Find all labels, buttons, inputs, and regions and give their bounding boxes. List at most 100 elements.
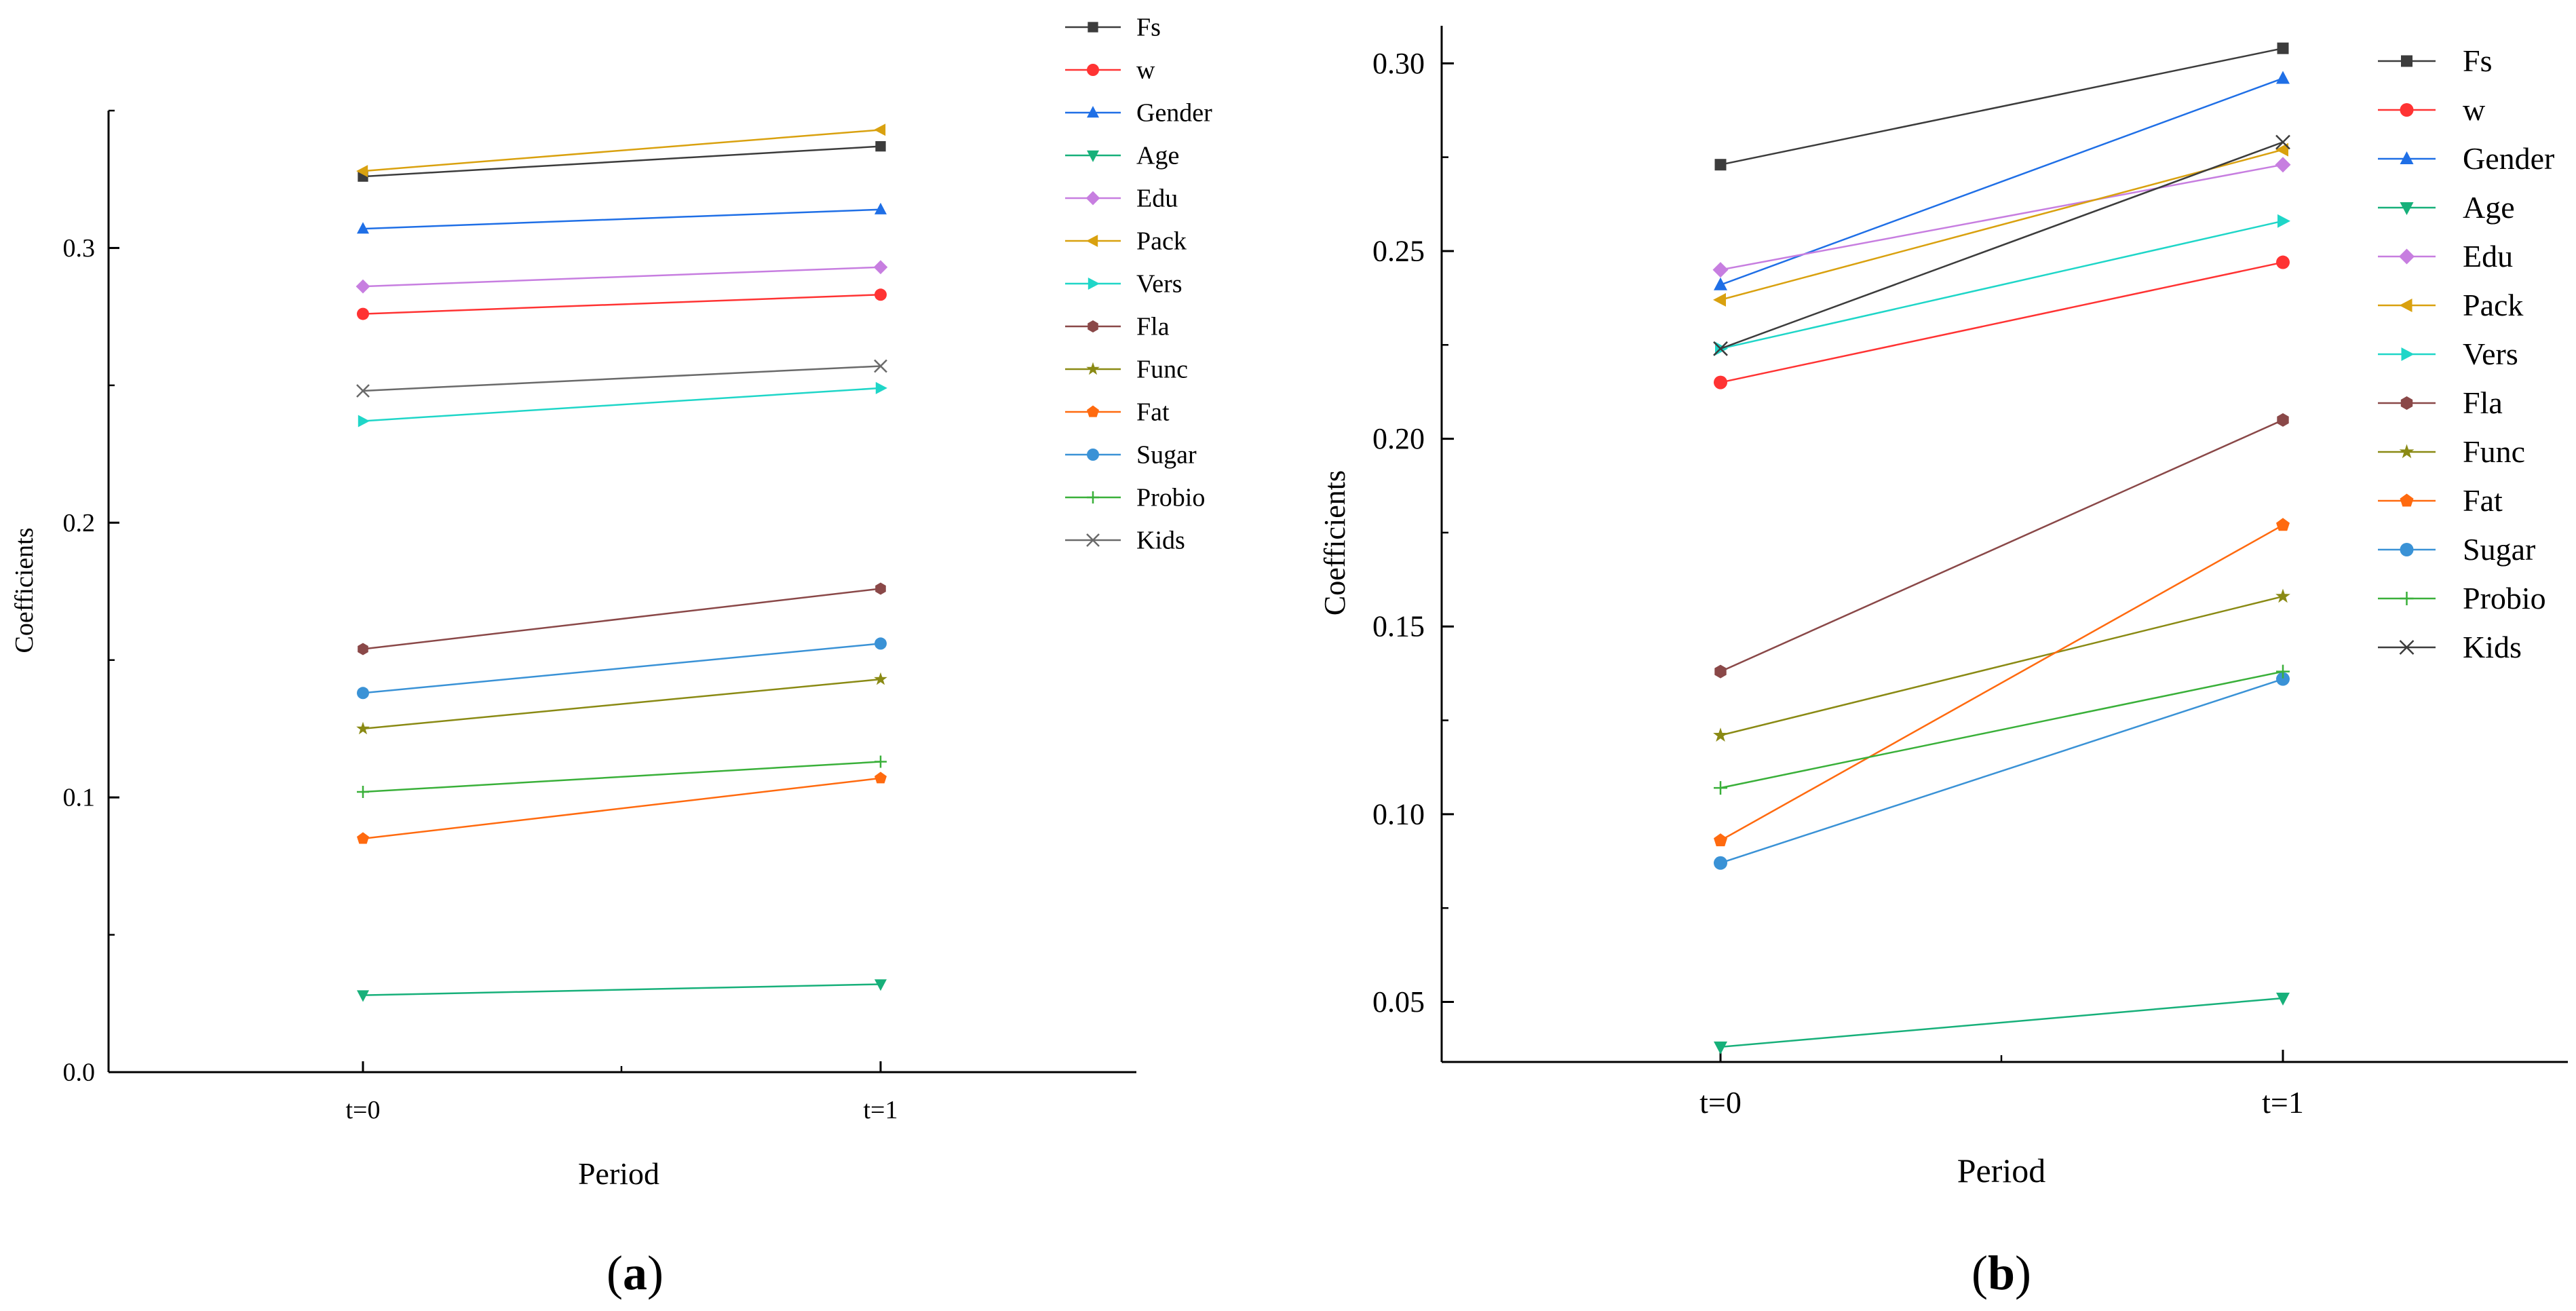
series-b-edu	[1712, 157, 2291, 278]
series-line-probio	[362, 761, 881, 793]
legend-marker-fat	[1087, 405, 1099, 417]
y-tick-label-a: 0.3	[63, 234, 96, 263]
data-point-age-t-0	[1714, 1041, 1727, 1054]
legend-label-vers: Vers	[2463, 337, 2518, 371]
data-point-sugar-t-0	[1714, 856, 1727, 870]
series-b-sugar	[1714, 672, 2290, 870]
series-line-func	[1720, 595, 2284, 736]
series-layer-a	[355, 124, 888, 1002]
data-point-w-t-0	[357, 307, 369, 320]
legend-item-gender: Gender	[2378, 141, 2554, 176]
legend-item-sugar: Sugar	[1065, 441, 1197, 470]
series-layer-b	[1712, 42, 2291, 1054]
legend-label-gender: Gender	[1136, 99, 1212, 128]
y-tick-label-b: 0.20	[1372, 422, 1425, 455]
series-line-edu	[1720, 164, 2284, 271]
legend-item-edu: Edu	[1065, 185, 1178, 213]
data-point-fla-t-0	[358, 643, 368, 656]
legend-marker-age	[2400, 202, 2414, 215]
data-point-probio-t-0	[357, 786, 369, 799]
legend-label-edu: Edu	[2463, 239, 2513, 273]
series-line-w	[1720, 261, 2284, 383]
series-line-gender	[362, 208, 881, 230]
legend-marker-age	[1087, 150, 1099, 162]
series-b-gender	[1714, 71, 2290, 290]
data-point-fs-t-1	[2277, 42, 2289, 54]
legend-item-probio: Probio	[1065, 484, 1205, 512]
series-line-vers	[362, 387, 881, 422]
series-line-probio	[1720, 670, 2284, 789]
series-b-w	[1714, 255, 2290, 390]
legend-item-fat: Fat	[2378, 483, 2503, 518]
series-a-fla	[358, 582, 886, 656]
legend-marker-edu	[2399, 248, 2415, 265]
y-tick-label-a: 0.2	[63, 509, 96, 537]
axes-a: 0.0 0.1 0.2 0.3 t=0 t=1	[63, 109, 1136, 1124]
series-line-age	[1720, 997, 2284, 1048]
legend-label-kids: Kids	[2463, 630, 2522, 664]
legend-marker-w	[1087, 64, 1099, 76]
series-line-fla	[1720, 419, 2284, 672]
legend-label-func: Func	[1136, 356, 1188, 384]
data-point-gender-t-1	[2276, 71, 2290, 84]
data-point-gender-t-0	[1714, 277, 1727, 290]
data-point-func-t-1	[874, 672, 887, 685]
series-line-func	[362, 678, 881, 730]
legend-marker-probio	[1087, 491, 1099, 504]
series-a-pack	[356, 124, 886, 178]
legend-marker-kids	[1086, 533, 1100, 547]
series-line-fs	[1720, 47, 2284, 166]
legend-marker-fs	[2401, 55, 2412, 67]
data-point-w-t-1	[2276, 255, 2290, 269]
legend-item-gender: Gender	[1065, 99, 1212, 128]
legend-marker-gender	[1087, 106, 1099, 118]
legend-label-fs: Fs	[2463, 43, 2492, 78]
data-point-fs-t-0	[1714, 159, 1727, 171]
series-a-kids	[356, 359, 887, 398]
data-point-probio-t-1	[874, 755, 887, 768]
data-point-fat-t-1	[2276, 518, 2290, 531]
legend-label-fat: Fat	[1136, 398, 1170, 427]
data-point-age-t-1	[874, 979, 887, 991]
data-point-edu-t-1	[873, 260, 888, 275]
x-axis-label-b: Period	[1957, 1152, 2046, 1190]
legend-a: Fs w Gender Age Edu Pack Vers Fla Func Fat Sugar Pr…	[1065, 14, 1212, 555]
series-a-sugar	[357, 637, 887, 700]
series-b-fat	[1714, 518, 2290, 847]
data-point-fat-t-1	[874, 772, 887, 784]
legend-item-age: Age	[2378, 190, 2515, 225]
legend-marker-pack	[1086, 235, 1098, 247]
legend-item-func: Func	[1065, 356, 1188, 384]
data-point-vers-t-1	[2277, 214, 2290, 228]
data-point-kids-t-0	[356, 384, 370, 398]
data-point-fla-t-1	[875, 582, 886, 595]
data-point-fla-t-1	[2277, 413, 2289, 427]
data-point-probio-t-1	[2276, 664, 2290, 679]
data-point-fat-t-0	[1714, 833, 1727, 847]
panel-caption-a: (a)	[607, 1246, 664, 1300]
y-tick-label-a: 0.1	[63, 784, 96, 812]
legend-item-func: Func	[2378, 434, 2525, 469]
chart-panel-b: 0.05 0.10 0.15 0.20 0.25 0.30 t=0 t=1 Fs w Gender…	[1318, 26, 2568, 1300]
legend-item-edu: Edu	[2378, 239, 2513, 273]
y-tick-label-b: 0.05	[1372, 985, 1425, 1019]
legend-marker-func	[2399, 444, 2415, 459]
series-line-pack	[1720, 149, 2284, 301]
legend-label-kids: Kids	[1136, 527, 1185, 555]
x-tick-label-b-t-1: t=1	[2262, 1085, 2304, 1120]
data-point-w-t-1	[874, 288, 887, 301]
legend-item-sugar: Sugar	[2378, 532, 2535, 567]
data-point-gender-t-0	[357, 222, 369, 234]
series-a-w	[357, 288, 887, 320]
series-b-func	[1713, 588, 2290, 742]
svg-text:(a): (a)	[607, 1246, 664, 1300]
legend-marker-fla	[1088, 320, 1098, 332]
legend-marker-pack	[2399, 299, 2412, 312]
data-point-kids-t-0	[1713, 341, 1728, 356]
data-point-vers-t-0	[358, 415, 370, 428]
series-a-fat	[357, 772, 887, 844]
data-point-edu-t-1	[2275, 157, 2291, 173]
data-point-w-t-0	[1714, 375, 1727, 390]
legend-item-fla: Fla	[1065, 313, 1170, 341]
